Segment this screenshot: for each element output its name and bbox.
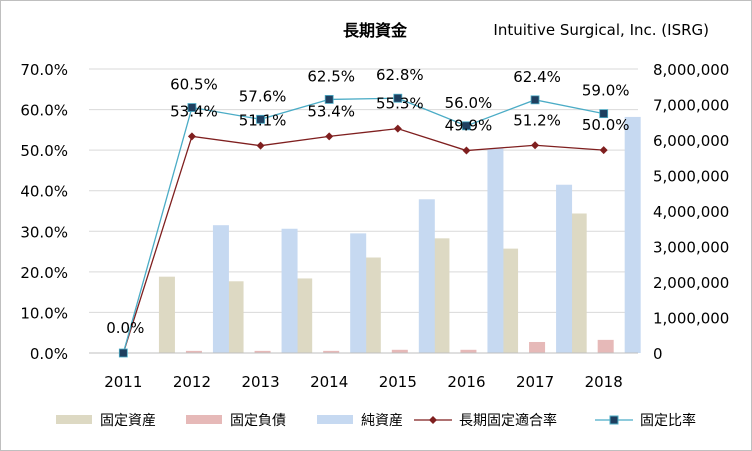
x-tick-label: 2011	[104, 373, 142, 391]
data-label: 50.0%	[582, 116, 630, 134]
data-label: 62.5%	[307, 67, 355, 85]
y-left-tick-label: 0.0%	[30, 345, 68, 363]
y-right-tick-label: 4,000,000	[653, 203, 729, 221]
y-right-tick-label: 8,000,000	[653, 61, 729, 79]
data-label: 57.6%	[239, 87, 287, 105]
chart-title: 長期資金	[343, 21, 408, 40]
point-marker	[324, 95, 334, 104]
bar-1	[323, 350, 340, 353]
bar-0	[296, 278, 313, 353]
bar-2	[624, 116, 641, 353]
bar-2	[418, 199, 435, 353]
bar-1	[391, 349, 408, 353]
x-tick-label: 2016	[447, 373, 485, 391]
x-tick-label: 2015	[379, 373, 417, 391]
y-left-tick-label: 60.0%	[20, 102, 68, 120]
legend-swatch	[56, 415, 92, 424]
bar-0	[570, 213, 587, 353]
data-label: 49.9%	[445, 117, 493, 135]
point-marker	[530, 95, 540, 105]
data-label: 62.4%	[513, 68, 561, 86]
bar-layer	[158, 116, 641, 353]
bar-1	[597, 339, 614, 353]
bar-0	[364, 257, 381, 353]
bar-2	[350, 233, 367, 353]
legend: 固定資産 固定負債 純資産 長期固定適合率 固定比率	[56, 412, 696, 429]
bar-0	[158, 276, 175, 353]
legend-marker	[429, 416, 437, 424]
point-marker	[393, 124, 402, 133]
point-marker	[187, 132, 196, 141]
point-marker	[118, 348, 128, 358]
data-label: 53.4%	[307, 102, 355, 120]
bar-1	[254, 350, 271, 353]
y-right-tick-label: 0	[653, 345, 663, 363]
point-marker	[393, 93, 403, 103]
axes: 0.0% 10.0% 20.0% 30.0% 40.0% 50.0% 60.0% 70.0% 0…	[20, 61, 729, 391]
chart-subtitle: Intuitive Surgical, Inc. (ISRG)	[493, 21, 709, 39]
bar-2	[556, 184, 573, 353]
bar-2	[212, 225, 229, 353]
point-marker	[462, 146, 471, 155]
data-label: 53.4%	[170, 102, 218, 120]
y-right-tick-label: 1,000,000	[653, 310, 729, 328]
data-labels: 0.0% 60.5% 57.6% 62.5% 62.8% 56.0% 62.4% 59.0% 5…	[106, 66, 629, 337]
y-right-tick-label: 2,000,000	[653, 274, 729, 292]
point-marker	[599, 109, 609, 119]
y-left-tick-label: 10.0%	[20, 304, 68, 322]
y-right-tick-label: 6,000,000	[653, 132, 729, 150]
x-tick-label: 2017	[516, 373, 554, 391]
legend-label: 固定比率	[640, 412, 696, 429]
point-marker	[256, 114, 265, 124]
legend-label: 長期固定適合率	[459, 412, 557, 429]
x-tick-label: 2013	[241, 373, 279, 391]
legend-swatch	[317, 415, 353, 424]
point-marker	[462, 121, 471, 131]
x-tick-label: 2014	[310, 373, 348, 391]
y-left-tick-label: 40.0%	[20, 183, 68, 201]
data-label: 56.0%	[445, 94, 493, 112]
data-label: 51.2%	[513, 111, 561, 129]
point-marker	[531, 141, 540, 150]
y-left-tick-label: 20.0%	[20, 264, 68, 282]
bar-1	[460, 349, 477, 353]
bar-0	[502, 248, 519, 353]
data-label: 0.0%	[106, 319, 144, 337]
data-label: 62.8%	[376, 66, 424, 84]
series-line-1	[122, 97, 604, 354]
point-marker	[599, 146, 608, 155]
point-marker	[256, 141, 265, 150]
legend-label: 固定負債	[230, 413, 286, 429]
data-label: 55.3%	[376, 95, 424, 113]
data-label: 59.0%	[582, 82, 630, 100]
bar-0	[433, 238, 450, 353]
bar-2	[281, 228, 298, 353]
x-tick-label: 2012	[173, 373, 211, 391]
bar-1	[185, 350, 202, 353]
y-right-tick-label: 5,000,000	[653, 168, 729, 186]
y-right-tick-label: 3,000,000	[653, 239, 729, 257]
y-right-tick-label: 7,000,000	[653, 97, 729, 115]
y-left-tick-label: 30.0%	[20, 223, 68, 241]
series-line-0	[122, 127, 604, 354]
bar-0	[227, 281, 244, 353]
y-left-tick-label: 70.0%	[20, 61, 68, 79]
legend-label: 固定資産	[100, 413, 156, 429]
legend-marker	[609, 415, 619, 425]
y-left-tick-label: 50.0%	[20, 142, 68, 160]
line-layer	[118, 93, 609, 358]
legend-label: 純資産	[361, 413, 403, 429]
point-marker	[325, 132, 334, 141]
bar-2	[487, 148, 504, 353]
data-label: 60.5%	[170, 76, 218, 94]
point-marker	[187, 103, 197, 112]
bar-1	[529, 341, 546, 353]
data-label: 51.1%	[239, 112, 287, 130]
x-tick-label: 2018	[585, 373, 623, 391]
legend-swatch	[186, 415, 222, 424]
